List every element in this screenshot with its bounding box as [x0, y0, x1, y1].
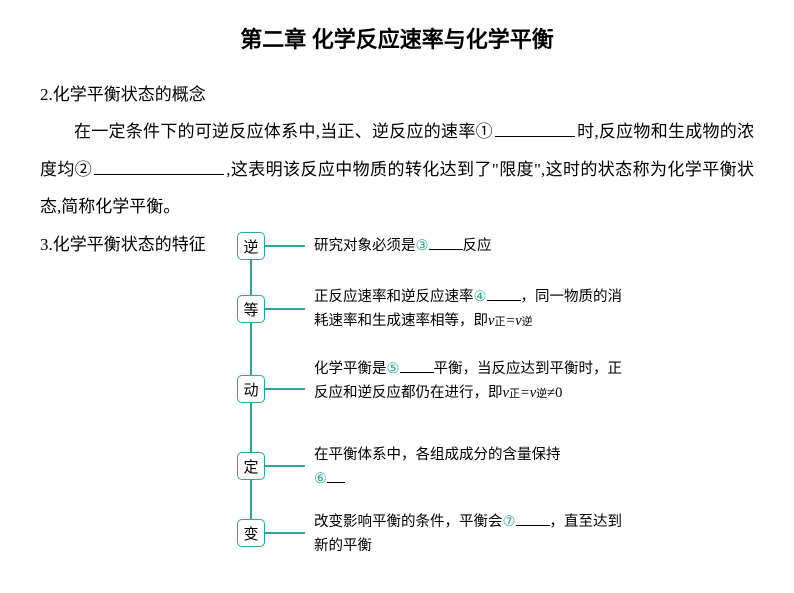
conn-2 [265, 308, 305, 310]
desc-3: 化学平衡是⑤平衡，当反应达到平衡时，正反应和逆反应都仍在进行，即v正=v逆≠0 [314, 358, 624, 406]
d4a: 在平衡体系中，各组成成分的含量保持 [314, 447, 561, 463]
d5a: 改变影响平衡的条件，平衡会 [314, 514, 503, 530]
section2-heading: 2.化学平衡状态的概念 [40, 76, 754, 113]
blank-2 [94, 156, 224, 175]
d1a: 研究对象必须是 [314, 238, 416, 254]
conn-5 [265, 532, 305, 534]
node-bian: 变 [237, 519, 265, 547]
num-7: ⑦ [503, 514, 516, 530]
desc-5: 改变影响平衡的条件，平衡会⑦，直至达到新的平衡 [314, 511, 624, 559]
blank-7 [516, 512, 550, 526]
node-ding: 定 [237, 452, 265, 480]
eq4: =v [520, 385, 536, 401]
d3tail: ≠0 [547, 385, 562, 401]
d3a: 化学平衡是 [314, 361, 387, 377]
desc-2: 正反应速率和逆反应速率④，同一物质的消耗速率和生成速率相等，即v正=v逆 [314, 286, 624, 334]
node-deng: 等 [237, 295, 265, 323]
node-dong: 动 [237, 375, 265, 403]
conn-1 [265, 245, 305, 247]
sub3: 正 [509, 388, 520, 400]
d1b: 反应 [463, 238, 492, 254]
sub4: 逆 [536, 388, 547, 400]
blank-6 [327, 469, 345, 483]
blank-3 [429, 236, 463, 250]
blank-5 [400, 359, 434, 373]
num-3: ③ [416, 238, 429, 254]
d2a: 正反应速率和逆反应速率 [314, 289, 474, 305]
para-text-1: 在一定条件下的可逆反应体系中,当正、逆反应的速率① [74, 122, 493, 141]
concept-paragraph: 在一定条件下的可逆反应体系中,当正、逆反应的速率①时,反应物和生成物的浓度均②,… [40, 113, 754, 225]
sub1: 正 [494, 316, 505, 328]
eq2: =v [505, 313, 521, 329]
num-4: ④ [474, 289, 487, 305]
conn-3 [265, 388, 305, 390]
sub2: 逆 [522, 316, 533, 328]
desc-4: 在平衡体系中，各组成成分的含量保持 ⑥ [314, 444, 624, 492]
feature-diagram: 逆 等 动 定 变 研究对象必须是③ 反应 正反应速率和逆反应速率④，同一物质的消… [222, 230, 762, 580]
num-5: ⑤ [387, 361, 400, 377]
blank-1 [495, 119, 575, 138]
desc-1: 研究对象必须是③ 反应 [314, 235, 624, 259]
node-ni: 逆 [237, 232, 265, 260]
conn-4 [265, 465, 305, 467]
num-6: ⑥ [314, 471, 327, 487]
blank-4 [487, 287, 521, 301]
chapter-title: 第二章 化学反应速率与化学平衡 [0, 0, 794, 54]
